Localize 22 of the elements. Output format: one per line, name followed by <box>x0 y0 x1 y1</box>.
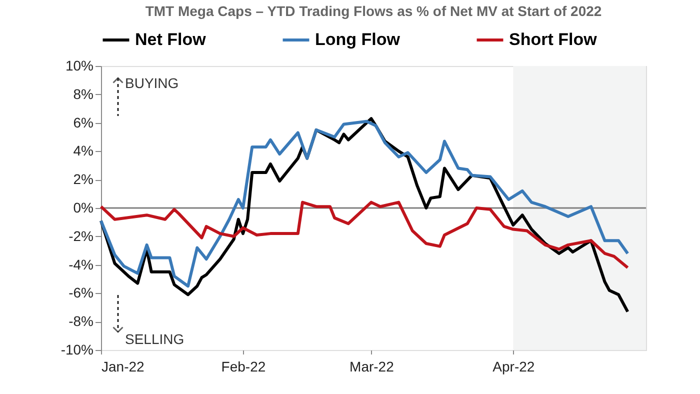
y-tick-label: -4% <box>68 256 94 272</box>
annotation: BUYING <box>125 75 179 91</box>
y-tick-label: 6% <box>73 114 94 130</box>
x-tick-label: Mar-22 <box>350 358 394 374</box>
y-tick-label: 10% <box>65 58 94 74</box>
x-tick-label: Feb-22 <box>221 358 266 374</box>
y-tick-label: 2% <box>73 171 94 188</box>
legend-label: Short Flow <box>509 30 598 49</box>
y-tick-label: 4% <box>73 142 94 159</box>
x-tick-label: Jan-22 <box>102 358 145 374</box>
legend-label: Net Flow <box>135 30 207 49</box>
legend-label: Long Flow <box>315 30 401 49</box>
y-tick-label: 0% <box>73 200 94 216</box>
line-series <box>100 200 630 270</box>
y-tick-label: -10% <box>60 342 94 358</box>
x-tick-label: Apr-22 <box>492 358 535 374</box>
y-tick-label: -6% <box>68 284 94 301</box>
y-tick-label: 8% <box>73 86 94 102</box>
y-tick-label: -2% <box>68 228 94 244</box>
y-tick-label: -8% <box>68 313 94 330</box>
annotation: SELLING <box>125 331 184 347</box>
chart-title: TMT Mega Caps – YTD Trading Flows as % of Net MV at Start of 2022 <box>145 3 602 19</box>
